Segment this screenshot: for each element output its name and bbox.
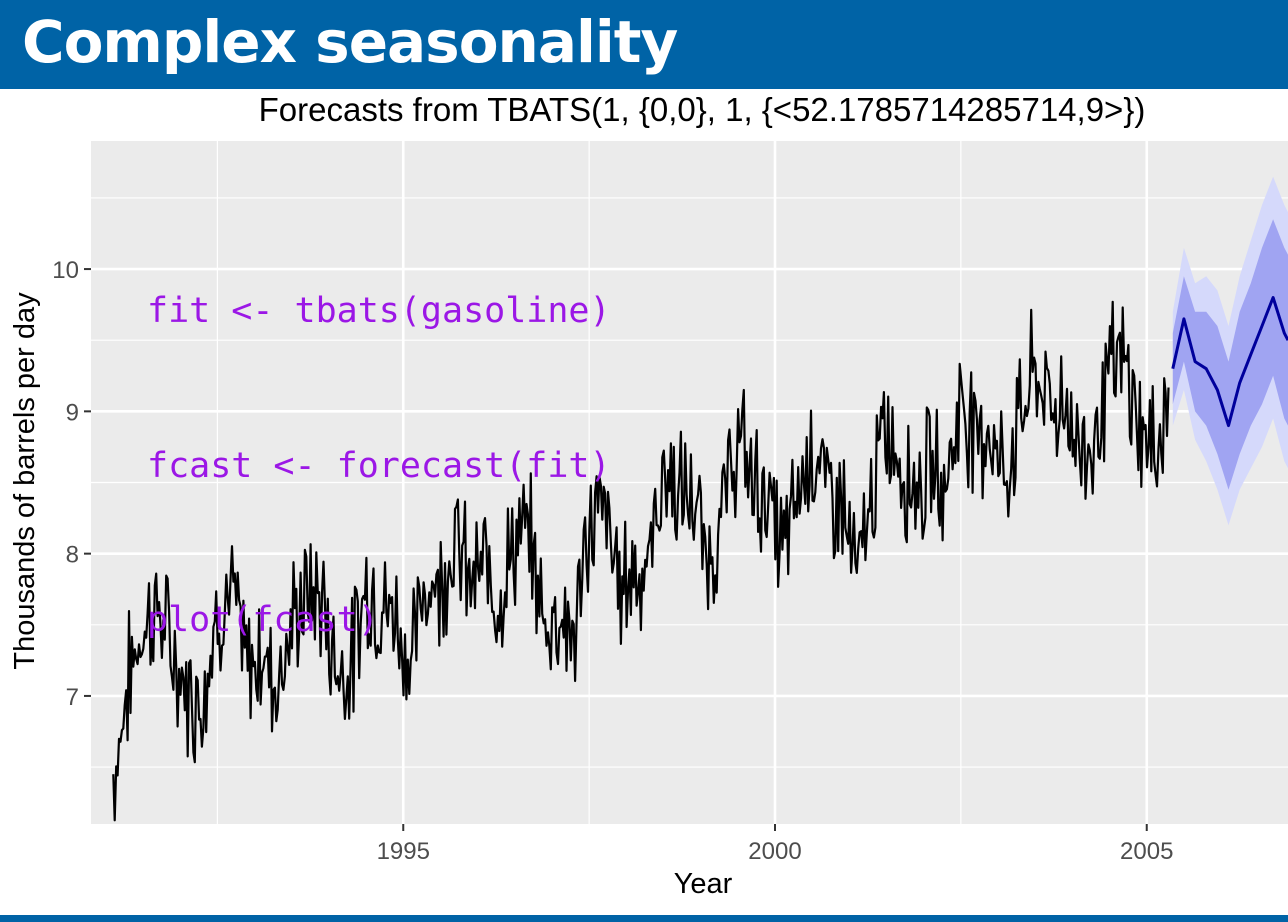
code-snippet: fit <- tbats(gasoline) fcast <- forecast… [147, 183, 611, 698]
y-tick-label: 9 [66, 399, 79, 426]
major-grid [91, 141, 1288, 824]
slide-title: Complex seasonality [22, 8, 678, 76]
history-line [112, 300, 1170, 822]
forecast-line [1171, 296, 1288, 428]
x-tick-label: 1995 [377, 838, 430, 865]
chart-title: Forecasts from TBATS(1, {0,0}, 1, {<52.1… [259, 91, 1146, 128]
y-tick-label: 8 [66, 542, 79, 569]
header-bar: Complex seasonality [0, 0, 1288, 89]
code-line: fit <- tbats(gasoline) [147, 291, 611, 331]
series-lines [112, 296, 1288, 822]
code-line: plot(fcast) [147, 600, 379, 640]
y-tick-label: 7 [66, 684, 79, 711]
prediction-interval-80 [1172, 219, 1288, 490]
footer-bar [0, 915, 1288, 922]
x-tick-label: 2000 [748, 838, 801, 865]
prediction-intervals [1172, 176, 1288, 526]
x-tick-label: 2005 [1120, 838, 1173, 865]
code-line: fcast <- forecast(fit) [147, 445, 611, 486]
y-tick-label: 10 [52, 257, 79, 284]
y-axis-label: Thousands of barrels per day [9, 292, 41, 670]
axes: 7 8 9 10 1995 2000 2005 [52, 257, 1173, 865]
x-axis-label: Year [674, 868, 733, 900]
